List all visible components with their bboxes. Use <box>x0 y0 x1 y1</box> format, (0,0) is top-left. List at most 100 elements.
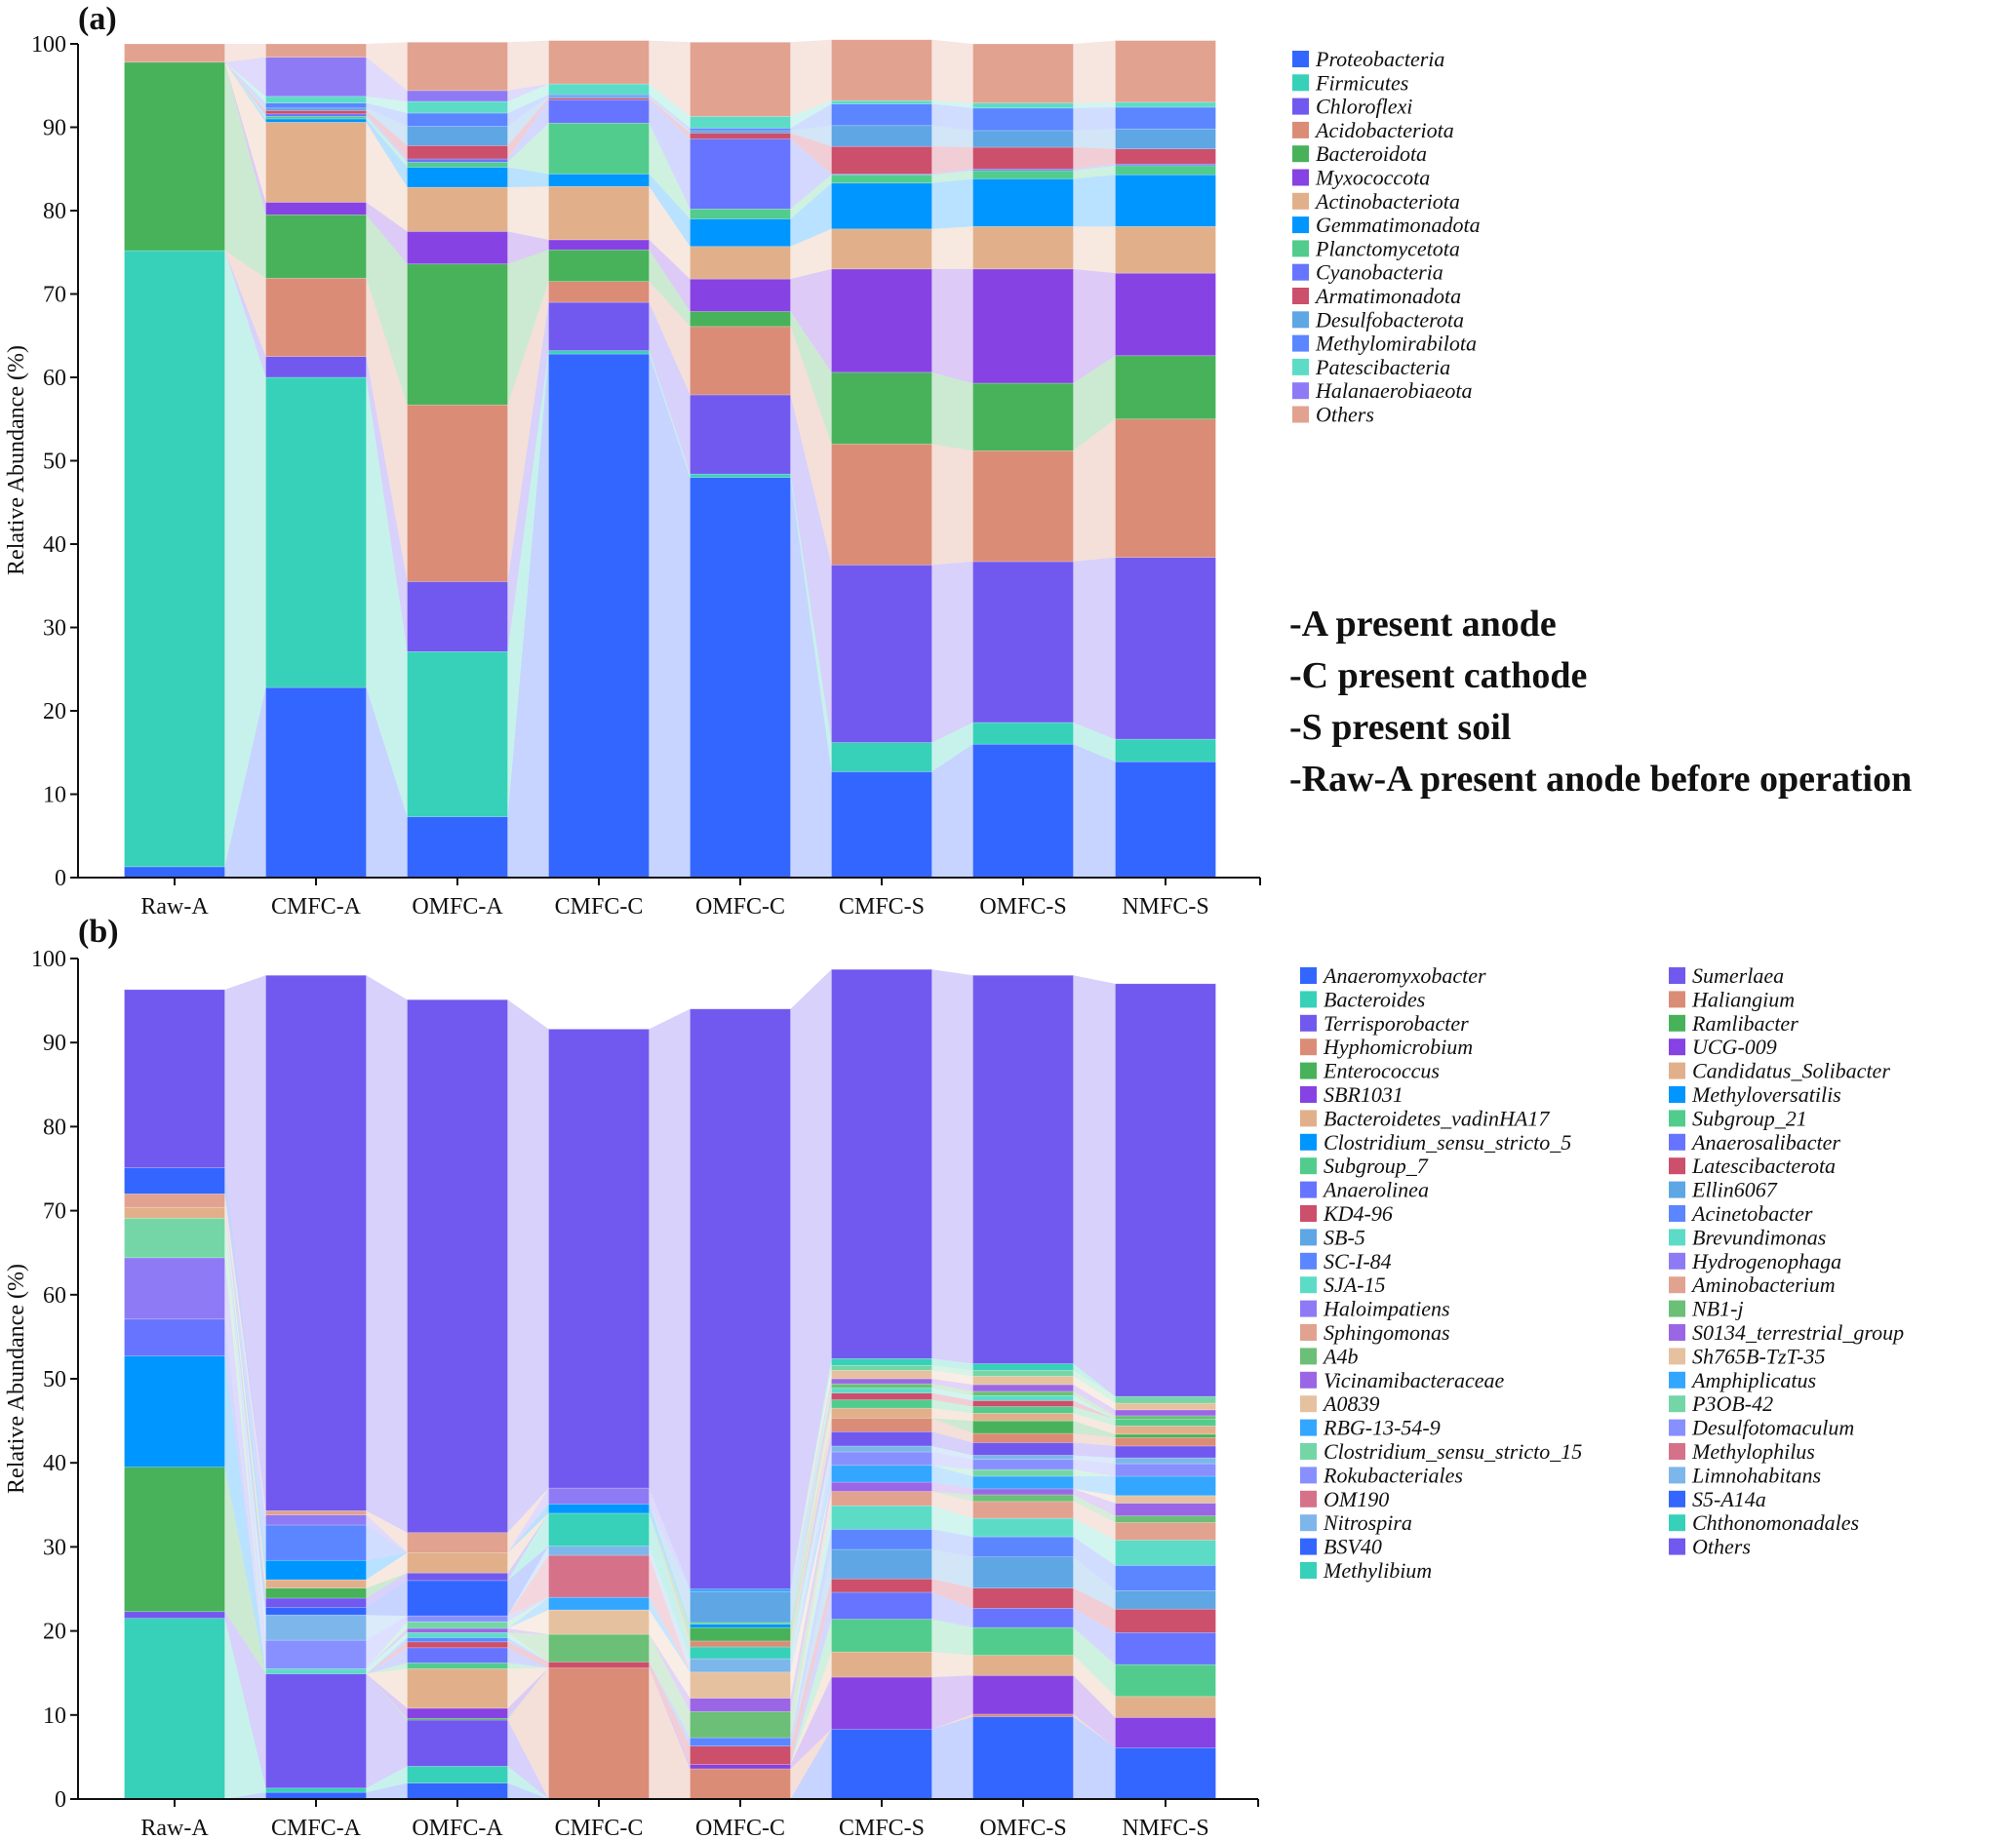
flow-1-5-6 <box>1073 1675 1116 1748</box>
bar-segment-vicinamibacteraceae-omfc-s <box>972 1488 1074 1496</box>
legend-item: Haloimpatiens <box>1300 1297 1450 1321</box>
bar-segment-actinobacteriota-cmfc-a <box>265 122 367 203</box>
bar-segment-bacteroidota-cmfc-s <box>831 372 932 445</box>
flow-1-1-0 <box>224 1618 266 1799</box>
legend-label: Brevundimonas <box>1692 1225 1826 1249</box>
legend-swatch <box>1292 192 1309 210</box>
flow-1-27-5 <box>931 1418 973 1443</box>
flow-1-0-5 <box>931 1716 973 1799</box>
legend-swatch <box>1300 1490 1317 1507</box>
bar-segment-armatimonadota-nmfc-s <box>1115 148 1216 165</box>
bar-segment-firmicutes-omfc-a <box>407 650 508 817</box>
flow-1-37-6 <box>1073 1395 1116 1420</box>
bar-segment-planctomycetota-omfc-s <box>972 170 1074 179</box>
legend-swatch <box>1669 1324 1685 1341</box>
legend-item: NB1-j <box>1669 1297 1744 1321</box>
bar-segment-desulfobacterota-cmfc-a <box>265 107 367 111</box>
y-axis-title-a: Relative Abundance (%) <box>4 345 29 575</box>
flow-0-5-5 <box>931 268 973 383</box>
legend-swatch <box>1669 1181 1685 1198</box>
legend-label: Sphingomonas <box>1324 1320 1450 1345</box>
legend-item: SC-I-84 <box>1300 1249 1392 1273</box>
legend-label: Desulfobacterota <box>1315 307 1464 332</box>
bar-segment-s5-a14a-raw-a <box>124 1167 225 1194</box>
flow-1-30-1 <box>366 1552 408 1588</box>
flow-0-7-1 <box>366 118 408 188</box>
bar-segment-chloroflexi-omfc-a <box>407 581 508 652</box>
bar-segment-clostridium-sensu-stricto-15-raw-a <box>124 1218 225 1259</box>
bar-segment-methyloversatilis-cmfc-a <box>265 1559 367 1581</box>
flow-1-7-0 <box>224 1355 266 1674</box>
bar-segment-bacteroidota-cmfc-a <box>265 214 367 279</box>
flow-0-1-0 <box>224 251 266 867</box>
bar-segment-kd4-96-omfc-a <box>407 1641 508 1649</box>
flow-1-6-4 <box>790 1652 832 1765</box>
flow-0-7-0 <box>224 61 266 123</box>
flow-0-2-5 <box>931 561 973 743</box>
bar-segment-kd4-96-cmfc-c <box>548 1662 650 1668</box>
flow-1-0-6 <box>1073 1716 1116 1799</box>
legend-swatch <box>1292 240 1309 257</box>
legend-item: Desulfobacterota <box>1292 307 1464 332</box>
bar-segment-myxococcota-nmfc-s <box>1115 272 1216 357</box>
flow-0-0-4 <box>790 477 832 878</box>
flow-0-14-1 <box>366 57 408 101</box>
flow-1-37-4 <box>790 1388 832 1592</box>
x-tick-label: NMFC-S <box>1122 894 1208 920</box>
legend-swatch <box>1300 1062 1317 1079</box>
flow-0-2-6 <box>1073 557 1116 740</box>
flow-1-15-6 <box>1073 1501 1116 1541</box>
legend-b: AnaeromyxobacterBacteroidesTerrisporobac… <box>1300 963 1904 1583</box>
bar-segment-rokubacteriales-cmfc-a <box>265 1639 367 1669</box>
flow-1-50-1 <box>366 975 408 1533</box>
legend-item: BSV40 <box>1300 1535 1382 1559</box>
bar-segment-desulfobacterota-omfc-c <box>690 130 791 134</box>
y-tick-label: 100 <box>31 947 66 972</box>
bar-segment-aminobacterium-raw-a <box>124 1194 225 1208</box>
flow-0-6-0 <box>224 61 266 203</box>
bar-segment-rokubacteriales-nmfc-s <box>1115 1463 1216 1477</box>
bar-segment-planctomycetota-cmfc-s <box>831 174 932 184</box>
bar-segment-p3ob-42-nmfc-s <box>1115 1395 1216 1404</box>
y-tick-label: 10 <box>43 783 66 808</box>
legend-label: Planctomycetota <box>1315 236 1460 260</box>
flow-0-8-1 <box>366 116 408 168</box>
bar-segment-halanaerobiaeota-cmfc-a <box>265 57 367 98</box>
flow-1-8-1 <box>366 1663 408 1674</box>
flow-0-12-3 <box>649 95 691 131</box>
bar-segment-rokubacteriales-omfc-a <box>407 1615 508 1623</box>
legend-swatch <box>1292 121 1309 138</box>
bar-segment-bacteroidota-omfc-s <box>972 382 1074 451</box>
flow-1-20-2 <box>507 1597 549 1629</box>
flow-1-18-2 <box>507 1610 549 1635</box>
bar-segment-desulfobacterota-omfc-s <box>972 130 1074 148</box>
y-tick-label: 50 <box>43 1367 66 1392</box>
legend-item: Bacteroidetes_vadinHA17 <box>1300 1106 1550 1130</box>
bar-segment-gemmatimonadota-cmfc-c <box>548 174 650 187</box>
bar-segment-others-cmfc-s <box>831 968 932 1359</box>
legend-swatch <box>1300 1324 1317 1341</box>
flow-1-26-0 <box>224 1218 266 1608</box>
legend-swatch <box>1300 1348 1317 1365</box>
legend-item: Halanaerobiaeota <box>1292 378 1473 403</box>
flow-1-3-3 <box>649 1667 691 1799</box>
bar-segment-bacteroidetes-vadinha17-omfc-s <box>972 1655 1074 1676</box>
flow-1-18-6 <box>1073 1488 1116 1504</box>
flow-1-5-1 <box>366 1673 408 1719</box>
flow-1-22-2 <box>507 1555 549 1617</box>
bar-segment-patescibacteria-cmfc-s <box>831 99 932 104</box>
flow-1-23-6 <box>1073 1455 1116 1465</box>
flow-1-0-0 <box>224 1792 266 1799</box>
flow-1-3-4 <box>790 1729 832 1799</box>
bar-segment-cyanobacteria-cmfc-s <box>831 174 932 176</box>
legend-item: Anaeromyxobacter <box>1300 963 1486 988</box>
bar-segment-methylibium-cmfc-c <box>548 1512 650 1546</box>
bar-segment-others-omfc-a <box>407 41 508 92</box>
flow-1-12-3 <box>649 1662 691 1746</box>
flow-1-44-5 <box>931 1365 973 1377</box>
legend-label: Clostridium_sensu_stricto_5 <box>1324 1130 1571 1155</box>
legend-swatch <box>1669 967 1685 984</box>
flow-1-31-3 <box>649 1504 691 1628</box>
flow-0-8-0 <box>224 61 266 119</box>
flow-1-15-4 <box>790 1491 832 1739</box>
